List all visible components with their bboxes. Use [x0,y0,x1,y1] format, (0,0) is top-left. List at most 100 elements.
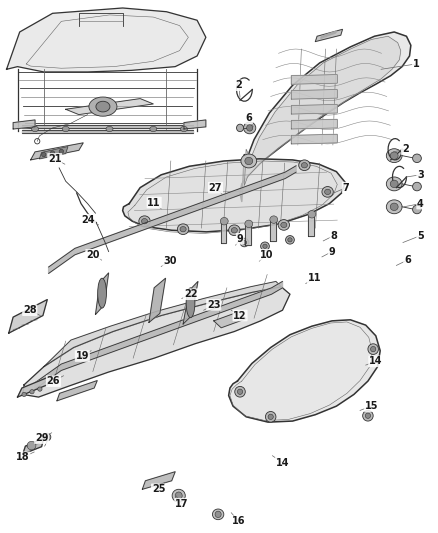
Polygon shape [183,281,198,324]
Text: 9: 9 [328,247,336,256]
Text: 24: 24 [82,215,95,224]
Text: 2: 2 [235,80,242,90]
Ellipse shape [363,410,373,421]
Ellipse shape [390,180,398,188]
Polygon shape [291,75,337,84]
Ellipse shape [286,236,294,244]
Ellipse shape [98,278,106,308]
Text: 18: 18 [16,453,30,462]
Polygon shape [240,32,411,201]
Ellipse shape [237,124,244,132]
Polygon shape [291,90,337,99]
Ellipse shape [390,203,398,211]
Polygon shape [245,224,251,245]
Polygon shape [270,220,276,241]
Ellipse shape [180,227,186,232]
Ellipse shape [240,238,249,247]
Ellipse shape [220,217,228,225]
Text: 14: 14 [276,458,289,467]
Polygon shape [123,159,345,232]
Ellipse shape [89,97,117,116]
Ellipse shape [237,389,243,394]
Ellipse shape [50,151,55,155]
Ellipse shape [413,205,421,214]
Ellipse shape [247,125,253,131]
Ellipse shape [413,154,421,163]
Text: 20: 20 [86,250,99,260]
Ellipse shape [186,288,195,318]
Ellipse shape [235,386,245,397]
Ellipse shape [371,346,376,352]
Text: 6: 6 [245,114,252,123]
Ellipse shape [215,511,221,518]
Text: 29: 29 [35,433,48,443]
Ellipse shape [212,509,224,520]
Ellipse shape [38,387,42,391]
Ellipse shape [42,152,46,157]
Text: 11: 11 [308,273,321,283]
Text: 23: 23 [207,300,220,310]
Ellipse shape [245,157,253,165]
Ellipse shape [386,177,402,191]
Ellipse shape [365,413,371,418]
Ellipse shape [44,433,51,441]
Ellipse shape [242,240,247,245]
Text: 26: 26 [47,376,60,386]
Polygon shape [214,312,246,328]
Ellipse shape [281,222,287,228]
Ellipse shape [62,126,69,132]
Ellipse shape [172,489,185,502]
Polygon shape [221,221,226,243]
Text: 21: 21 [48,154,61,164]
Polygon shape [13,120,35,129]
Ellipse shape [27,441,36,450]
Polygon shape [244,36,401,185]
Ellipse shape [59,149,64,154]
Text: 25: 25 [152,484,165,494]
Polygon shape [142,472,175,489]
Ellipse shape [175,492,182,499]
Polygon shape [44,281,281,367]
Polygon shape [57,381,97,401]
Ellipse shape [265,411,276,422]
Text: 9: 9 [237,234,244,244]
Ellipse shape [231,228,237,233]
Text: 28: 28 [23,305,37,315]
Ellipse shape [268,414,273,419]
Polygon shape [35,281,283,389]
Ellipse shape [322,187,333,197]
Ellipse shape [288,238,292,242]
Text: 22: 22 [184,289,197,299]
Ellipse shape [301,163,307,168]
Polygon shape [7,8,206,72]
Polygon shape [23,438,44,454]
Ellipse shape [325,189,331,195]
Text: 12: 12 [233,311,247,320]
Ellipse shape [244,122,256,134]
Text: 10: 10 [260,250,273,260]
Text: 30: 30 [163,256,177,266]
Ellipse shape [386,149,402,163]
Text: 8: 8 [330,231,337,240]
Polygon shape [49,166,296,273]
Ellipse shape [390,152,398,159]
Ellipse shape [96,101,110,112]
Ellipse shape [229,225,240,236]
Ellipse shape [270,216,278,223]
Ellipse shape [30,390,34,394]
Text: 16: 16 [232,516,245,526]
Polygon shape [23,287,290,397]
Polygon shape [18,376,52,397]
Ellipse shape [278,220,290,230]
Polygon shape [321,31,337,38]
Text: 2: 2 [402,144,409,154]
Polygon shape [31,143,83,160]
Polygon shape [291,104,337,114]
Ellipse shape [386,200,402,214]
Ellipse shape [245,220,253,228]
Polygon shape [229,320,380,422]
Ellipse shape [22,392,26,397]
Text: 4: 4 [417,199,424,208]
Ellipse shape [180,126,187,132]
Text: 7: 7 [343,183,350,192]
